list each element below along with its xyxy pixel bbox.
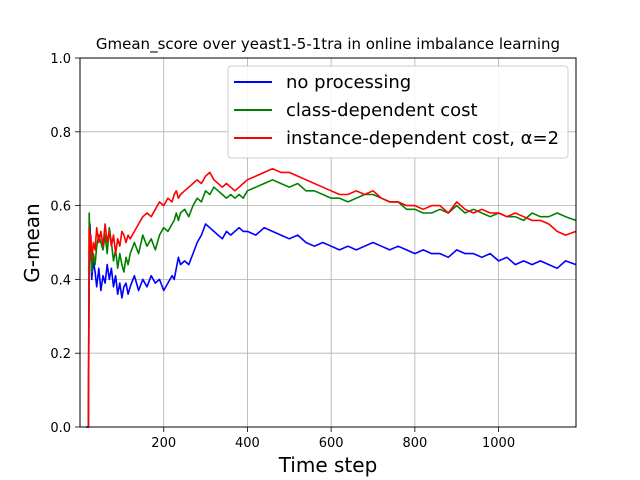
legend-box xyxy=(227,65,569,159)
x-axis-label: Time step xyxy=(278,453,378,477)
y-tick-label: 0.8 xyxy=(50,126,71,141)
y-tick-label: 0.4 xyxy=(50,273,71,288)
legend-label: class-dependent cost xyxy=(286,100,478,121)
x-tick-label: 400 xyxy=(235,436,260,451)
x-tick-label: 800 xyxy=(402,436,427,451)
x-tick-label: 1000 xyxy=(482,436,515,451)
x-axis-ticks: 200 400 600 800 1000 xyxy=(151,427,515,451)
series-group xyxy=(86,167,577,428)
y-tick-label: 0.0 xyxy=(50,421,71,436)
chart-title: Gmean_score over yeast1-5-1tra in online… xyxy=(96,35,560,54)
series-line-2 xyxy=(86,179,577,428)
series-line-1 xyxy=(86,223,577,428)
x-tick-label: 600 xyxy=(319,436,344,451)
y-tick-label: 1.0 xyxy=(50,52,71,67)
y-tick-label: 0.2 xyxy=(50,347,71,362)
legend-label: no processing xyxy=(286,72,411,93)
legend: no processing class-dependent cost instanc… xyxy=(227,65,569,159)
y-tick-label: 0.6 xyxy=(50,200,71,215)
y-axis-ticks: 0.0 0.2 0.4 0.6 0.8 1.0 xyxy=(50,52,80,436)
plot-frame xyxy=(79,57,577,428)
x-tick-label: 200 xyxy=(151,436,176,451)
y-axis-label: G-mean xyxy=(20,203,44,282)
legend-label: instance-dependent cost, α=2 xyxy=(286,128,559,149)
series-line-3 xyxy=(86,167,577,428)
